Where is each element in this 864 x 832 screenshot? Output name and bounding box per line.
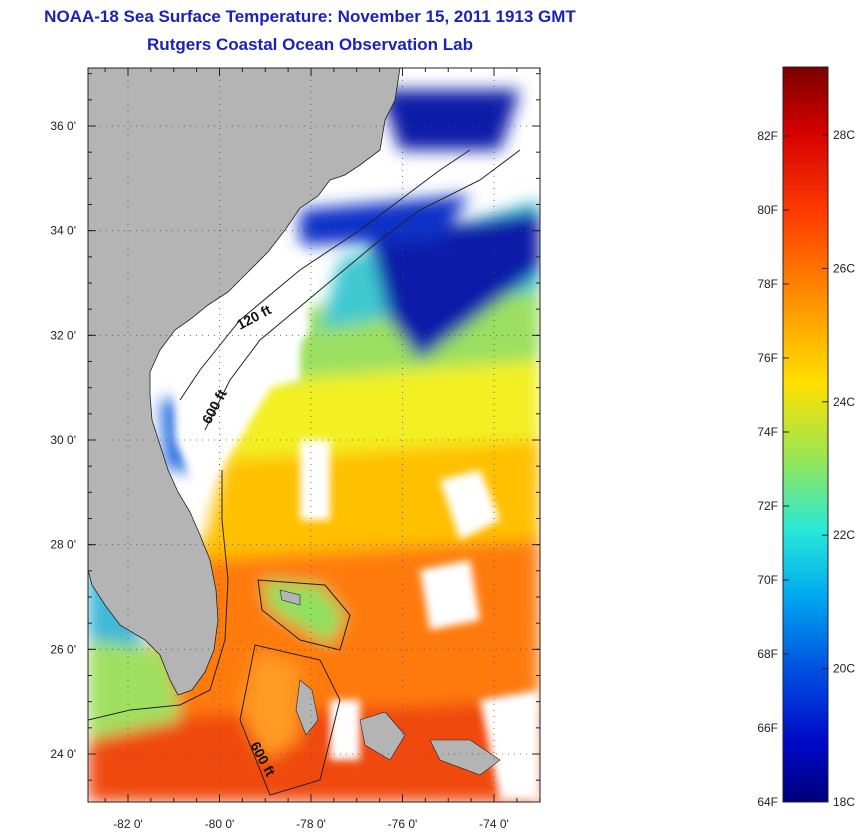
- lat-tick-label: 24 0': [50, 747, 76, 761]
- bahamas-island: [359, 711, 406, 761]
- lon-tick-label: -76 0': [388, 817, 418, 831]
- isobath-600ft: [204, 149, 521, 431]
- isobath-bank: [239, 644, 341, 796]
- colorbar-celsius-label: 28C: [833, 128, 855, 142]
- land-mass: [88, 68, 401, 696]
- colorbar-fahrenheit-label: 80F: [757, 203, 778, 217]
- colorbar-fahrenheit-label: 76F: [757, 351, 778, 365]
- isobath-120ft: [179, 149, 471, 401]
- colorbar-gradient: [782, 66, 829, 803]
- colorbar-fahrenheit-label: 64F: [757, 795, 778, 809]
- colorbar-celsius-label: 22C: [833, 528, 855, 542]
- lat-tick-label: 30 0': [50, 433, 76, 447]
- longitude-axis: -82 0' -80 0' -78 0' -76 0' -74 0': [104, 68, 541, 831]
- map-title: NOAA-18 Sea Surface Temperature: Novembe…: [44, 7, 576, 26]
- lon-tick-label: -80 0': [205, 817, 235, 831]
- bahamas-island: [279, 589, 301, 606]
- colorbar-celsius-label: 20C: [833, 662, 855, 676]
- lon-tick-label: -82 0': [113, 817, 143, 831]
- bahamas-island: [429, 739, 501, 776]
- lat-tick-label: 34 0': [50, 224, 76, 238]
- map-subtitle: Rutgers Coastal Ocean Observation Lab: [147, 35, 473, 54]
- colorbar-fahrenheit-label: 74F: [757, 425, 778, 439]
- colorbar-fahrenheit-label: 78F: [757, 277, 778, 291]
- colorbar: 82F 80F 78F 76F 74F 72F 70F 68F 66F 64F 28C 26C 24C…: [757, 66, 855, 809]
- colorbar-fahrenheit-label: 72F: [757, 499, 778, 513]
- lat-tick-label: 28 0': [50, 538, 76, 552]
- colorbar-fahrenheit-label: 68F: [757, 647, 778, 661]
- lat-tick-label: 32 0': [50, 328, 76, 342]
- colorbar-fahrenheit-label: 66F: [757, 721, 778, 735]
- isobath-600ft-coast: [88, 470, 229, 721]
- latitude-axis: 36 0' 34 0' 32 0' 30 0' 28 0' 26 0' 24 0': [50, 73, 540, 781]
- lon-tick-label: -78 0': [296, 817, 326, 831]
- colorbar-fahrenheit-label: 82F: [757, 129, 778, 143]
- lon-tick-label: -74 0': [479, 817, 509, 831]
- lat-tick-label: 26 0': [50, 642, 76, 656]
- lat-tick-label: 36 0': [50, 119, 76, 133]
- plot-frame: [87, 67, 541, 803]
- sst-field: 120 ft 600 ft 600 ft: [88, 68, 540, 802]
- colorbar-celsius-label: 26C: [833, 261, 855, 275]
- colorbar-fahrenheit-label: 70F: [757, 573, 778, 587]
- colorbar-celsius-label: 24C: [833, 395, 855, 409]
- bahamas-island: [295, 679, 319, 736]
- isobath-bank: [257, 579, 351, 651]
- colorbar-celsius-label: 18C: [833, 795, 855, 809]
